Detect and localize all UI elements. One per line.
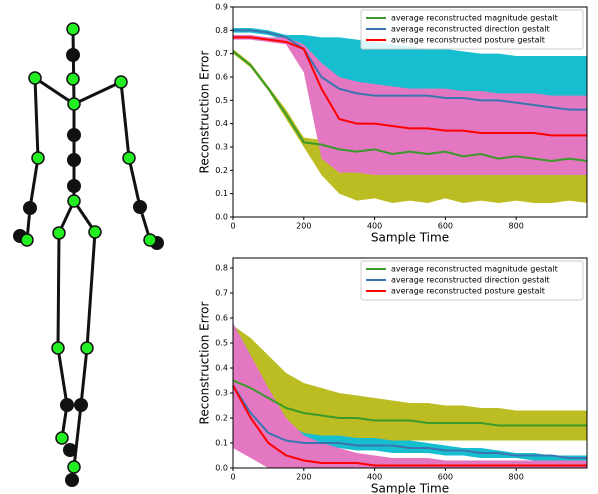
x-tick-label: 400 [367,222,382,231]
legend-label: average reconstructed direction gestalt [391,25,550,34]
y-tick-label: 0.1 [215,439,228,448]
legend-label: average reconstructed magnitude gestalt [391,14,558,23]
band [233,35,587,175]
legend-label: average reconstructed posture gestalt [391,287,545,296]
x-tick-label: 0 [230,473,235,482]
line [232,379,587,427]
x-tick-label: 800 [509,222,524,231]
x-tick-label: 200 [296,473,311,482]
line [233,29,587,111]
y-tick-label: 0.5 [215,339,228,348]
line [232,385,587,467]
y-tick-label: 0.0 [215,464,228,473]
legend-box [360,260,584,301]
y-tick-label: 0.8 [215,264,228,273]
y-tick-label: 0.6 [215,73,228,82]
legend-label: average reconstructed posture gestalt [391,36,545,45]
band [233,325,587,441]
y-tick-label: 0.7 [215,289,228,298]
x-axis-label: Sample Time [371,231,449,245]
y-tick-label: 0.1 [215,189,228,198]
y-tick-label: 0.9 [215,3,228,12]
line [232,50,588,163]
y-tick-label: 0.7 [215,49,228,58]
legend: average reconstructed magnitude gestalt a… [360,9,584,50]
x-tick-label: 800 [509,473,524,482]
y-tick-label: 0.2 [215,414,228,423]
y-tick-label: 0.5 [215,96,228,105]
x-tick-label: 200 [296,222,311,231]
x-tick-label: 600 [438,473,453,482]
y-tick-label: 0.3 [215,389,228,398]
band [233,323,587,468]
y-tick-label: 0.6 [215,314,228,323]
line [232,384,587,459]
x-tick-label: 0 [230,222,235,231]
legend-box [360,9,584,50]
x-tick-label: 600 [438,222,453,231]
y-tick-label: 0.3 [215,143,228,152]
y-tick-label: 0.0 [215,213,228,222]
x-axis-label: Sample Time [371,482,449,494]
y-axis-label: Reconstruction Error [198,51,212,174]
y-tick-label: 0.2 [215,166,228,175]
legend: average reconstructed magnitude gestalt a… [360,260,584,301]
x-tick-label: 400 [367,473,382,482]
legend-label: average reconstructed direction gestalt [391,276,550,285]
line [233,36,587,137]
y-tick-label: 0.4 [215,119,228,128]
plot-frame [232,257,588,469]
legend-label: average reconstructed magnitude gestalt [391,265,558,274]
skeleton [13,22,164,487]
plot-frame [232,6,588,218]
y-tick-label: 0.8 [215,26,228,35]
y-axis-label: Reconstruction Error [198,302,212,425]
y-tick-label: 0.4 [215,364,228,373]
